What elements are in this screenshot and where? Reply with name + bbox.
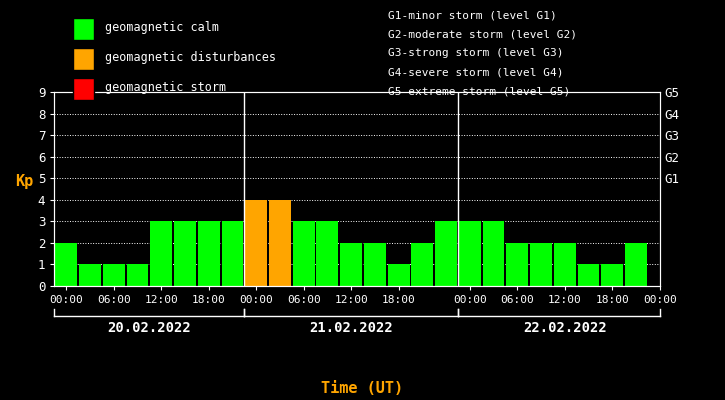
Text: geomagnetic disturbances: geomagnetic disturbances — [105, 51, 276, 64]
Text: 20.02.2022: 20.02.2022 — [107, 321, 191, 335]
Bar — [245, 200, 267, 286]
Text: G4-severe storm (level G4): G4-severe storm (level G4) — [388, 68, 563, 78]
Text: G1-minor storm (level G1): G1-minor storm (level G1) — [388, 10, 557, 20]
Text: G5-extreme storm (level G5): G5-extreme storm (level G5) — [388, 87, 570, 97]
Bar — [127, 264, 149, 286]
Text: 21.02.2022: 21.02.2022 — [310, 321, 393, 335]
Bar — [601, 264, 624, 286]
Y-axis label: Kp: Kp — [14, 174, 33, 189]
Bar — [388, 264, 410, 286]
Text: geomagnetic calm: geomagnetic calm — [105, 21, 219, 34]
Bar — [340, 243, 362, 286]
Bar — [198, 221, 220, 286]
Bar — [269, 200, 291, 286]
Bar — [625, 243, 647, 286]
Text: 22.02.2022: 22.02.2022 — [523, 321, 607, 335]
Bar — [506, 243, 529, 286]
Bar — [483, 221, 505, 286]
Bar — [317, 221, 339, 286]
Bar — [79, 264, 101, 286]
Text: Time (UT): Time (UT) — [321, 381, 404, 396]
Bar — [364, 243, 386, 286]
Bar — [530, 243, 552, 286]
Bar — [103, 264, 125, 286]
Bar — [435, 221, 457, 286]
Bar — [554, 243, 576, 286]
Bar — [293, 221, 315, 286]
Bar — [459, 221, 481, 286]
Bar — [55, 243, 77, 286]
Text: G3-strong storm (level G3): G3-strong storm (level G3) — [388, 48, 563, 58]
Bar — [150, 221, 172, 286]
Bar — [174, 221, 196, 286]
Bar — [222, 221, 244, 286]
Text: geomagnetic storm: geomagnetic storm — [105, 81, 226, 94]
Bar — [578, 264, 600, 286]
Text: G2-moderate storm (level G2): G2-moderate storm (level G2) — [388, 29, 577, 39]
Bar — [411, 243, 434, 286]
